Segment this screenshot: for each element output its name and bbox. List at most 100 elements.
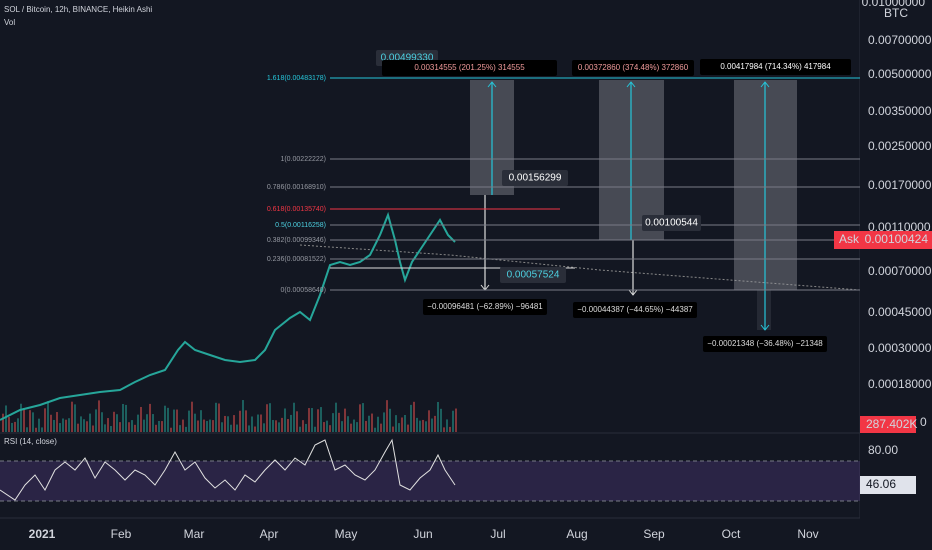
volume-bar [110, 426, 112, 432]
volume-bar [182, 419, 184, 432]
arrow-head [760, 324, 770, 331]
volume-bar [68, 418, 70, 432]
volume-bar [308, 408, 310, 432]
volume-bar [164, 405, 166, 432]
annotation-box [573, 302, 697, 318]
fib-label: 0.382(0.00099346) [267, 237, 326, 244]
volume-bar [92, 425, 94, 432]
volume-bar [47, 401, 49, 432]
price-label: 0.00350000 [868, 104, 932, 118]
volume-bar [155, 424, 157, 432]
volume-bar [101, 412, 103, 432]
volume-bar [248, 425, 250, 432]
rsi-title: RSI (14, close) [4, 437, 57, 446]
volume-bar [404, 414, 406, 432]
volume-bar [2, 413, 4, 432]
time-label: Sep [643, 527, 665, 541]
volume-bar [167, 407, 169, 432]
volume-bar [419, 420, 421, 432]
time-label: Jun [413, 527, 432, 541]
volume-bar [59, 423, 61, 432]
time-label: Apr [260, 527, 279, 541]
volume-bar [263, 423, 265, 432]
time-label: Jul [490, 527, 505, 541]
volume [2, 400, 457, 432]
volume-bar [194, 413, 196, 432]
volume-bar [371, 413, 373, 432]
volume-bar [392, 426, 394, 432]
price-label: 0.00030000 [868, 341, 932, 355]
axis-bg [860, 0, 932, 550]
volume-bar [224, 415, 226, 432]
price-label: 0.00018000 [868, 377, 932, 391]
volume-bar [17, 418, 19, 432]
volume-bar [260, 414, 262, 432]
fib-label: 1.618(0.00483178) [267, 75, 326, 82]
ask-price: 0.00100424 [865, 232, 929, 246]
volume-bar [374, 427, 376, 432]
volume-bar [119, 422, 121, 432]
volume-bar [335, 402, 337, 432]
volume-bar [440, 408, 442, 432]
volume-bar [245, 410, 247, 432]
volume-bar [311, 408, 313, 432]
volume-bar [77, 423, 79, 432]
volume-bar [242, 400, 244, 432]
volume-bar [452, 410, 454, 432]
volume-bar [170, 427, 172, 432]
volume-bar [290, 414, 292, 432]
volume-bar [98, 400, 100, 432]
volume-bar [446, 419, 448, 432]
volume-bar [197, 420, 199, 432]
volume-bar [344, 408, 346, 432]
volume-bar [380, 423, 382, 432]
volume-bar [203, 419, 205, 432]
annotation-text: −0.00044387 (−44.65%) −44387 [577, 305, 693, 314]
volume-bar [305, 423, 307, 432]
annotation-text: −0.00021348 (−36.48%) −21348 [707, 339, 823, 348]
volume-bar [227, 416, 229, 432]
volume-bar [35, 427, 37, 432]
volume-bar [368, 415, 370, 432]
volume-bar [89, 413, 91, 432]
ask-label: Ask [839, 232, 860, 246]
volume-bar [425, 421, 427, 432]
annotation-box [382, 60, 557, 76]
arrow-head [626, 81, 636, 88]
volume-bar [44, 408, 46, 432]
trend-line [299, 244, 861, 291]
fib-label: 0(0.00058640) [280, 287, 326, 294]
rsi-band [0, 461, 860, 501]
annotation-box [500, 267, 566, 283]
volume-bar [356, 422, 358, 432]
time-label: May [335, 527, 358, 541]
volume-label: Vol [4, 18, 15, 27]
fib-label: 1(0.00222222) [280, 156, 326, 163]
volume-bar [362, 403, 364, 432]
volume-bar [221, 422, 223, 432]
volume-bar [176, 409, 178, 432]
volume-bar [347, 416, 349, 432]
volume-bar [386, 400, 388, 432]
price-label: 0.00170000 [868, 178, 932, 192]
volume-bar [113, 411, 115, 432]
volume-bar [398, 423, 400, 432]
price-label: 0.00250000 [868, 139, 932, 153]
volume-tag [860, 416, 916, 433]
time-label: Aug [566, 527, 587, 541]
volume-bar [449, 426, 451, 432]
time-label: 2021 [29, 527, 56, 541]
volume-bar [65, 419, 67, 432]
volume-bar [62, 418, 64, 432]
volume-bar [5, 405, 7, 432]
volume-bar [266, 404, 268, 432]
volume-bar [152, 414, 154, 432]
volume-bar [200, 410, 202, 432]
time-label: Mar [184, 527, 205, 541]
volume-bar [269, 403, 271, 432]
volume-bar [11, 422, 13, 432]
annotation-box [423, 299, 547, 315]
price-label: 0 [920, 415, 927, 429]
volume-bar [254, 426, 256, 432]
